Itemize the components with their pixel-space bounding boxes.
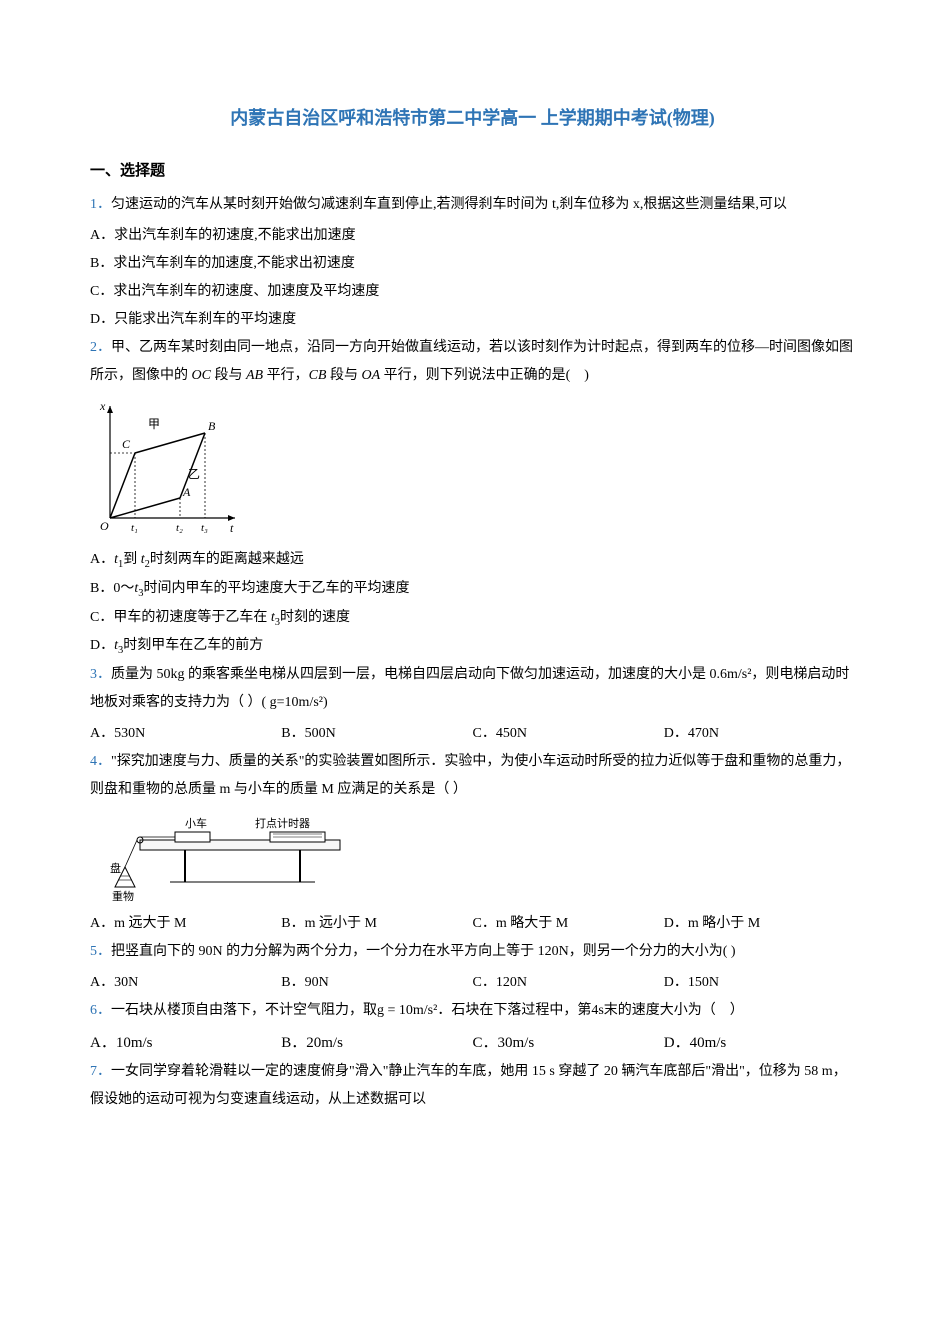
- q5-stem: 把竖直向下的 90N 的力分解为两个分力，一个分力在水平方向上等于 120N，则…: [111, 944, 736, 959]
- svg-text:t₂: t₂: [176, 522, 183, 534]
- q3-stem: 质量为 50kg 的乘客乘坐电梯从四层到一层，电梯自四层启动向下做匀加速运动，加…: [90, 667, 849, 710]
- q6-4s: 4s: [591, 1003, 603, 1018]
- q4-option-c: C．m 略大于 M: [473, 910, 664, 938]
- q6-g-expr: g = 10m/s²: [377, 1003, 437, 1018]
- q2a-pre: A．: [90, 552, 114, 567]
- q6-number: 6．: [90, 1003, 111, 1018]
- q7-stem: 一女同学穿着轮滑鞋以一定的速度俯身"滑入"静止汽车的车底，她用 15 s 穿越了…: [90, 1064, 847, 1107]
- svg-text:甲: 甲: [148, 417, 160, 431]
- q6-option-c: C．30m/s: [473, 1028, 664, 1058]
- q1-option-a: A．求出汽车刹车的初速度,不能求出加速度: [90, 222, 855, 250]
- q3-options: A．530N B．500N C．450N D．470N: [90, 720, 855, 748]
- q4-options: A．m 远大于 M B．m 远小于 M C．m 略大于 M D．m 略小于 M: [90, 910, 855, 938]
- q2-stem-4: 段与: [326, 368, 361, 383]
- q2-option-d: D．t3时刻甲车在乙车的前方: [90, 632, 855, 661]
- q2-cb: CB: [309, 368, 327, 383]
- q2-option-b: B．0～t3时间内甲车的平均速度大于乙车的平均速度: [90, 575, 855, 604]
- q2-option-c: C．甲车的初速度等于乙车在 t3时刻的速度: [90, 604, 855, 633]
- q1-option-c: C．求出汽车刹车的初速度、加速度及平均速度: [90, 278, 855, 306]
- q2-number: 2．: [90, 340, 111, 355]
- q6-stem-pre: 一石块从楼顶自由落下，不计空气阻力，取: [111, 1003, 377, 1018]
- svg-text:B: B: [208, 419, 216, 433]
- q2-figure: x t O C B A 甲 乙 t₁ t₂ t₃: [90, 398, 855, 538]
- q2a-post: 时刻两车的距离越来越远: [150, 552, 304, 567]
- q3-number: 3．: [90, 667, 111, 682]
- q2-oa: OA: [361, 368, 380, 383]
- q6-option-d: D．40m/s: [664, 1028, 855, 1058]
- svg-text:重物: 重物: [112, 889, 134, 902]
- q4-option-d: D．m 略小于 M: [664, 910, 855, 938]
- q2d-post: 时刻甲车在乙车的前方: [123, 638, 263, 653]
- svg-text:小车: 小车: [185, 816, 207, 830]
- q2-ab: AB: [246, 368, 263, 383]
- apparatus-diagram-icon: 小车 打点计时器 盘 重物: [90, 812, 350, 902]
- q2-option-a: A．t1到 t2时刻两车的距离越来越远: [90, 546, 855, 575]
- q4-option-b: B．m 远小于 M: [281, 910, 472, 938]
- q2-stem-3: 平行，: [263, 368, 309, 383]
- q6-stem-mid: ．石块在下落过程中，第: [437, 1003, 591, 1018]
- q4-stem: "探究加速度与力、质量的关系"的实验装置如图所示．实验中，为使小车运动时所受的拉…: [90, 754, 850, 797]
- q6-options: A．10m/s B．20m/s C．30m/s D．40m/s: [90, 1028, 855, 1058]
- q2c-pre: C．甲车的初速度等于乙车在: [90, 610, 271, 625]
- svg-text:打点计时器: 打点计时器: [255, 816, 310, 830]
- q2a-dao: 到: [123, 552, 141, 567]
- q2-stem-2: 段与: [211, 368, 246, 383]
- q6-stem-post: 末的速度大小为（ ）: [604, 1003, 744, 1018]
- question-1: 1．匀速运动的汽车从某时刻开始做匀减速刹车直到停止,若测得刹车时间为 t,刹车位…: [90, 191, 855, 219]
- svg-text:盘: 盘: [110, 861, 121, 875]
- question-4: 4．"探究加速度与力、质量的关系"的实验装置如图所示．实验中，为使小车运动时所受…: [90, 748, 855, 804]
- q1-option-b: B．求出汽车刹车的加速度,不能求出初速度: [90, 250, 855, 278]
- svg-text:C: C: [122, 437, 131, 451]
- svg-text:A: A: [182, 485, 191, 499]
- svg-text:t₃: t₃: [201, 522, 208, 534]
- q2d-pre: D．: [90, 638, 114, 653]
- question-7: 7．一女同学穿着轮滑鞋以一定的速度俯身"滑入"静止汽车的车底，她用 15 s 穿…: [90, 1058, 855, 1114]
- q1-stem: 匀速运动的汽车从某时刻开始做匀减速刹车直到停止,若测得刹车时间为 t,刹车位移为…: [111, 197, 787, 212]
- q1-option-d: D．只能求出汽车刹车的平均速度: [90, 306, 855, 334]
- svg-text:t₁: t₁: [131, 522, 138, 534]
- q3-option-b: B．500N: [281, 720, 472, 748]
- question-6: 6．一石块从楼顶自由落下，不计空气阻力，取g = 10m/s²．石块在下落过程中…: [90, 997, 855, 1025]
- section-heading: 一、选择题: [90, 156, 855, 186]
- xt-graph-icon: x t O C B A 甲 乙 t₁ t₂ t₃: [90, 398, 240, 538]
- q6-option-a: A．10m/s: [90, 1028, 281, 1058]
- q3-option-a: A．530N: [90, 720, 281, 748]
- q2c-post: 时刻的速度: [280, 610, 350, 625]
- svg-text:乙: 乙: [188, 467, 200, 481]
- exam-title: 内蒙古自治区呼和浩特市第二中学高一 上学期期中考试(物理): [90, 100, 855, 136]
- q5-number: 5．: [90, 944, 111, 959]
- q7-number: 7．: [90, 1064, 111, 1079]
- q4-figure: 小车 打点计时器 盘 重物: [90, 812, 855, 902]
- q5-option-a: A．30N: [90, 969, 281, 997]
- q2-stem-5: 平行，则下列说法中正确的是( ): [380, 368, 589, 383]
- svg-text:x: x: [99, 399, 106, 413]
- q6-option-b: B．20m/s: [281, 1028, 472, 1058]
- q5-option-d: D．150N: [664, 969, 855, 997]
- q5-options: A．30N B．90N C．120N D．150N: [90, 969, 855, 997]
- q4-option-a: A．m 远大于 M: [90, 910, 281, 938]
- q2-oc: OC: [192, 368, 211, 383]
- svg-text:t: t: [230, 521, 234, 535]
- q5-option-b: B．90N: [281, 969, 472, 997]
- question-3: 3．质量为 50kg 的乘客乘坐电梯从四层到一层，电梯自四层启动向下做匀加速运动…: [90, 661, 855, 717]
- svg-text:O: O: [100, 519, 109, 533]
- q2b-post: 时间内甲车的平均速度大于乙车的平均速度: [143, 581, 409, 596]
- q1-number: 1．: [90, 197, 111, 212]
- question-5: 5．把竖直向下的 90N 的力分解为两个分力，一个分力在水平方向上等于 120N…: [90, 938, 855, 966]
- q3-option-c: C．450N: [473, 720, 664, 748]
- q4-number: 4．: [90, 754, 111, 769]
- question-2: 2．甲、乙两车某时刻由同一地点，沿同一方向开始做直线运动，若以该时刻作为计时起点…: [90, 334, 855, 390]
- q3-option-d: D．470N: [664, 720, 855, 748]
- q5-option-c: C．120N: [473, 969, 664, 997]
- q2b-pre: B．0～: [90, 581, 134, 596]
